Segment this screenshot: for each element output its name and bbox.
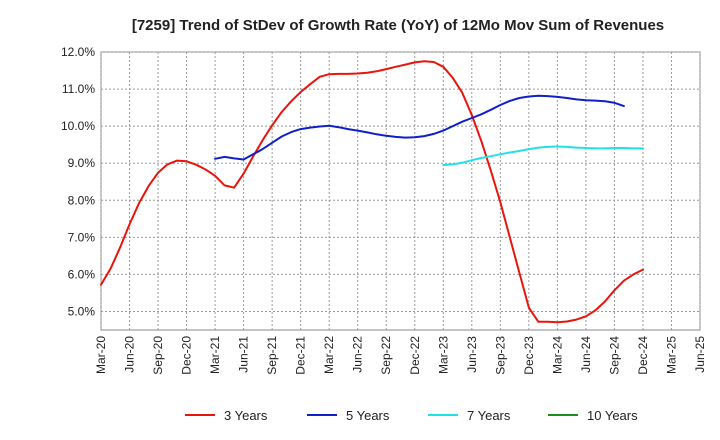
x-tick-label: Jun-22 (351, 336, 365, 373)
x-tick-label: Sep-21 (265, 336, 279, 375)
y-tick-label: 9.0% (68, 156, 96, 170)
x-tick-label: Sep-22 (379, 336, 393, 375)
x-tick-label: Jun-24 (579, 336, 593, 373)
x-tick-label: Mar-21 (208, 336, 222, 374)
x-tick-label: Mar-20 (94, 336, 108, 374)
x-tick-label: Jun-20 (123, 336, 137, 373)
x-tick-label: Dec-24 (636, 336, 650, 375)
legend-label: 3 Years (224, 408, 268, 423)
x-tick-label: Mar-22 (322, 336, 336, 374)
y-tick-label: 11.0% (62, 82, 95, 96)
y-tick-label: 10.0% (61, 119, 95, 133)
series-line-3-years (100, 60, 644, 324)
legend-label: 7 Years (467, 408, 511, 423)
legend-label: 5 Years (346, 408, 390, 423)
x-tick-label: Mar-25 (664, 336, 678, 374)
x-tick-label: Dec-22 (408, 336, 422, 375)
x-tick-label: Dec-21 (294, 336, 308, 375)
y-tick-label: 8.0% (68, 193, 96, 207)
chart-title: [7259] Trend of StDev of Growth Rate (Yo… (132, 17, 664, 34)
legend: 3 Years 5 Years 7 Years 10 Years (185, 408, 638, 423)
plot-area-border (100, 51, 701, 331)
x-tick-label: Jun-25 (693, 336, 707, 373)
y-tick-label: 6.0% (68, 267, 96, 281)
y-tick-label: 5.0% (68, 304, 96, 318)
y-tick-label: 7.0% (68, 230, 96, 244)
x-tick-label: Sep-23 (493, 336, 507, 375)
axes: 5.0% 6.0% 7.0% 8.0% 9.0% 10.0% 11.0% 12.0% Mar-2… (61, 45, 707, 375)
series-lines (100, 60, 644, 324)
x-tick-label: Sep-24 (607, 336, 621, 375)
x-tick-label: Jun-23 (465, 336, 479, 373)
series-line-5-years (214, 94, 625, 161)
x-tick-label: Jun-21 (237, 336, 251, 373)
y-tick-label: 12.0% (61, 45, 95, 59)
x-tick-label: Mar-23 (436, 336, 450, 374)
series-line-7-years (442, 145, 644, 167)
x-tick-label: Dec-20 (180, 336, 194, 375)
x-tick-label: Dec-23 (522, 336, 536, 375)
x-tick-label: Mar-24 (550, 336, 564, 374)
grid (100, 51, 701, 331)
x-tick-label: Sep-20 (151, 336, 165, 375)
legend-label: 10 Years (587, 408, 638, 423)
